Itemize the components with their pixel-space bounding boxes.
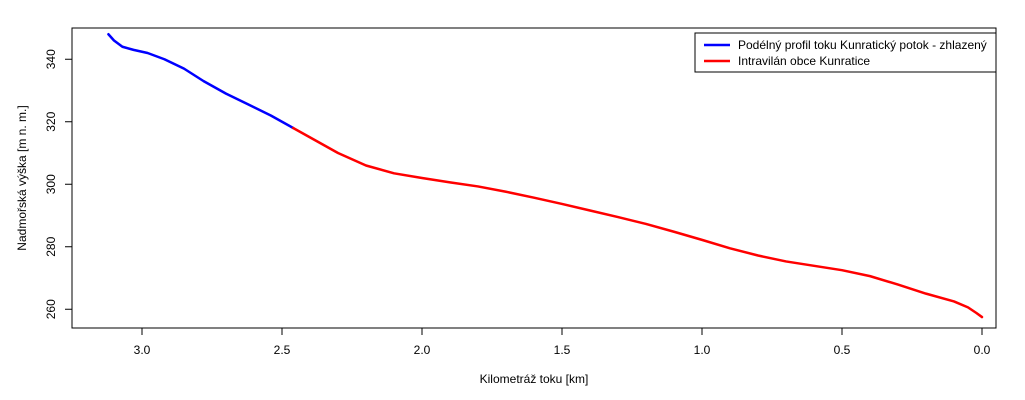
- legend-box: [694, 32, 997, 73]
- y-axis-label: Nadmořská výška [m n. m.]: [15, 105, 29, 250]
- x-axis: 3.0 2.5 2.0 1.5 1.0 0.5 0.0: [134, 327, 991, 357]
- x-tick-label: 0.0: [974, 343, 991, 357]
- series-line-0: [107, 33, 295, 130]
- x-tick-label: 2.5: [274, 343, 291, 357]
- y-tick-label: 280: [44, 236, 58, 256]
- y-tick-label: 340: [44, 49, 58, 69]
- series-line-1: [291, 126, 984, 319]
- y-tick-label: 320: [44, 111, 58, 131]
- x-axis-label: Kilometráž toku [km]: [480, 372, 589, 386]
- x-tick-label: 2.0: [414, 343, 431, 357]
- series-layer: [107, 33, 984, 319]
- y-axis: 260 280 300 320 340: [44, 49, 73, 319]
- legend-label-profile: Podélný profil toku Kunratický potok - z…: [738, 38, 987, 52]
- x-tick-label: 0.5: [834, 343, 851, 357]
- legend-label-intravilan: Intravilán obce Kunratice: [738, 54, 870, 68]
- x-tick-label: 1.5: [554, 343, 571, 357]
- x-tick-label: 1.0: [694, 343, 711, 357]
- plot-frame: [71, 27, 997, 329]
- y-tick-label: 300: [44, 174, 58, 194]
- legend: Podélný profil toku Kunratický potok - z…: [694, 32, 997, 73]
- x-tick-label: 3.0: [134, 343, 151, 357]
- y-tick-label: 260: [44, 299, 58, 319]
